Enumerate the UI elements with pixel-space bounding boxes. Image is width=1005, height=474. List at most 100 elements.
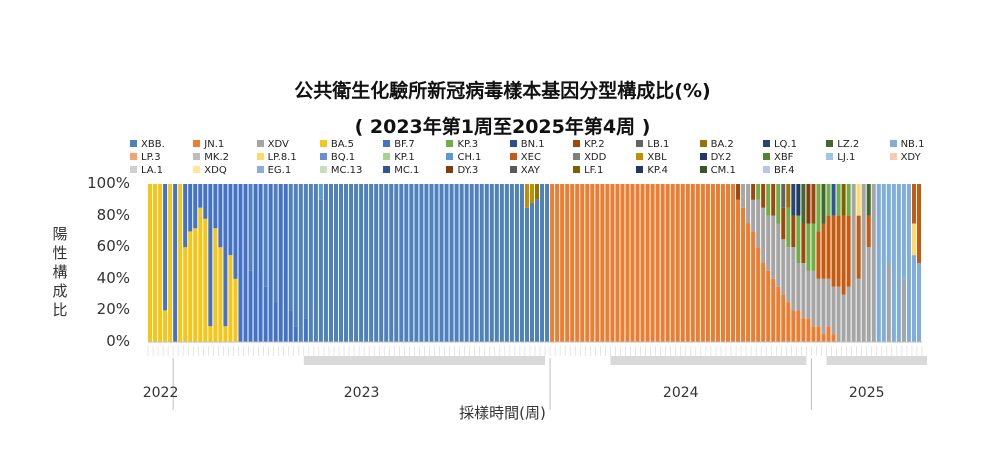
bar-segment	[856, 184, 861, 216]
legend-item: NB.1	[889, 138, 953, 151]
bar-segment	[796, 184, 801, 216]
bar-segment	[911, 223, 916, 256]
bar-segment	[419, 184, 424, 342]
bar-segment	[640, 184, 645, 342]
legend-label: DY.3	[457, 165, 479, 176]
bar-segment	[218, 184, 223, 248]
bar-segment	[288, 310, 293, 342]
legend-swatch	[256, 140, 264, 147]
bar-segment	[796, 215, 801, 263]
bar-segment	[791, 247, 796, 311]
legend-item: LF.1	[573, 164, 636, 177]
bar-segment	[796, 310, 801, 342]
bar-segment	[715, 184, 720, 342]
legend-label: MC.13	[330, 165, 363, 176]
legend-label: JN.1	[204, 139, 225, 150]
bar-segment	[886, 263, 891, 342]
legend-swatch	[383, 153, 391, 160]
bar-segment	[856, 278, 861, 342]
legend-item: XEC	[509, 151, 573, 164]
bar-segment	[665, 184, 670, 342]
legend-swatch	[636, 166, 644, 173]
legend-swatch	[573, 153, 581, 160]
bar-segment	[736, 184, 741, 200]
bar-segment	[746, 184, 751, 224]
year-label: 2023	[343, 385, 380, 401]
legend-swatch	[826, 153, 834, 160]
legend-label: MK.2	[204, 152, 230, 163]
bar-segment	[916, 263, 921, 342]
bar-segment	[565, 184, 570, 342]
legend-item: BF.4	[762, 164, 826, 177]
legend-label: XDY	[900, 152, 921, 163]
bar-segment	[535, 199, 540, 342]
bar-segment	[645, 184, 650, 342]
bar-segment	[786, 207, 791, 248]
bar-segment	[524, 207, 529, 342]
bar-segment	[479, 184, 484, 342]
legend-item: LB.1	[636, 138, 699, 151]
bar-segment	[293, 326, 298, 342]
legend-item: MC.1	[383, 164, 446, 177]
bar-segment	[741, 207, 746, 342]
bar-segment	[630, 184, 635, 342]
bar-segment	[781, 294, 786, 342]
bar-segment	[298, 184, 303, 342]
bar-segment	[248, 184, 253, 271]
bar-segment	[424, 184, 429, 342]
bar-segment	[916, 184, 921, 263]
bar-segment	[806, 318, 811, 342]
legend-item: BQ.1	[319, 151, 383, 164]
bar-segment	[811, 184, 816, 224]
bar-segment	[861, 184, 866, 342]
bar-segment	[786, 247, 791, 303]
bar-segment	[856, 215, 861, 279]
legend-item: KP.4	[636, 164, 699, 177]
bar-segment	[318, 184, 323, 200]
bar-segment	[841, 294, 846, 342]
bar-segment	[851, 184, 856, 342]
legend-label: XBL	[647, 152, 667, 163]
bar-segment	[826, 184, 831, 216]
bar-segment	[163, 184, 168, 311]
legend-label: XBB.	[141, 139, 165, 150]
legend-item: CH.1	[446, 151, 509, 164]
chart-subtitle: ( 2023年第1周至2025年第4周 )	[354, 116, 651, 138]
y-tick-label: 80%	[96, 205, 130, 224]
bar-segment	[901, 278, 906, 342]
bar-segment	[444, 184, 449, 342]
legend-item: XBL	[636, 151, 699, 164]
bar-segment	[605, 184, 610, 342]
bar-segment	[158, 184, 163, 342]
bar-segment	[841, 184, 846, 216]
legend-swatch	[130, 153, 137, 160]
legend-label: KP.2	[584, 139, 605, 150]
bar-segment	[695, 184, 700, 342]
legend-item: LZ.2	[826, 138, 889, 151]
legend-item: KP.3	[446, 138, 509, 151]
legend-swatch	[509, 140, 517, 147]
bar-segment	[524, 184, 529, 208]
bar-segment	[288, 184, 293, 311]
bar-segment	[736, 199, 741, 342]
bar-segment	[328, 184, 333, 342]
bar-segment	[826, 278, 831, 327]
bar-segment	[766, 184, 771, 216]
bar-segment	[273, 184, 278, 303]
legend-item: CM.1	[699, 164, 763, 177]
bar-segment	[404, 184, 409, 342]
legend-item: MC.13	[319, 164, 383, 177]
bar-segment	[560, 184, 565, 342]
bar-segment	[710, 184, 715, 342]
bar-segment	[429, 184, 434, 342]
bar-segment	[821, 184, 826, 224]
bar-segment	[354, 184, 359, 342]
bar-segment	[650, 184, 655, 342]
bar-segment	[811, 270, 816, 327]
bar-segment	[349, 184, 354, 342]
legend-label: LA.1	[141, 165, 164, 176]
y-tick-label: 0%	[106, 332, 130, 350]
legend-item: XDV	[256, 138, 320, 151]
legend-swatch	[762, 153, 770, 160]
legend-label: BF.7	[394, 139, 415, 150]
